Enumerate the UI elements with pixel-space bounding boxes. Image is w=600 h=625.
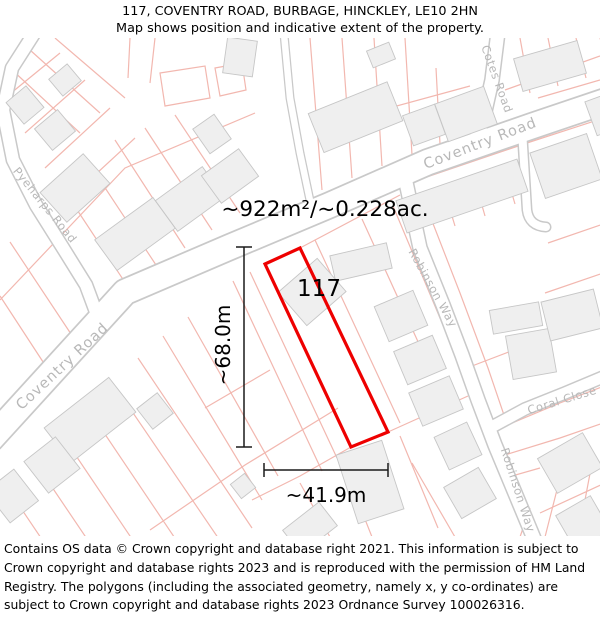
page-header: 117, COVENTRY ROAD, BURBAGE, HINCKLEY, L… (0, 0, 600, 38)
property-number-label: 117 (297, 276, 341, 302)
buildings-layer (0, 38, 600, 537)
dimension-horizontal (263, 463, 389, 477)
vertical-dimension-label: ~68.0m (211, 305, 235, 386)
copyright-footer: Contains OS data © Crown copyright and d… (0, 536, 600, 625)
page-subtitle: Map shows position and indicative extent… (116, 21, 484, 36)
map-canvas: Coventry Road Coventry Road Pyeharps Roa… (0, 38, 600, 537)
road-footpath (281, 38, 316, 211)
road-robinson (397, 171, 541, 537)
road-coral (485, 372, 600, 434)
road-coventry (0, 90, 600, 448)
property-map: Coventry Road Coventry Road Pyeharps Roa… (0, 38, 600, 537)
road-lane (518, 126, 550, 231)
horizontal-dimension-label: ~41.9m (286, 483, 367, 507)
page-title: 117, COVENTRY ROAD, BURBAGE, HINCKLEY, L… (122, 4, 478, 19)
area-label: ~922m²/~0.228ac. (221, 197, 428, 222)
dimension-vertical (236, 246, 252, 448)
property-boundary-outline (262, 245, 391, 450)
road-pyeharps (0, 38, 105, 323)
